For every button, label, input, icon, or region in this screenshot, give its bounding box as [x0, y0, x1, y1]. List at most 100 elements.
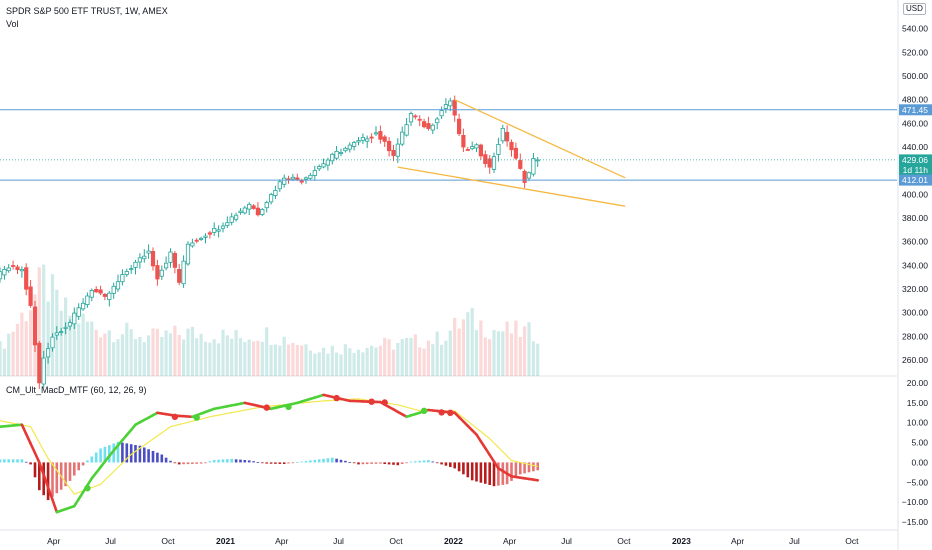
- candle-body: [229, 216, 234, 223]
- histogram-bar: [400, 462, 404, 464]
- trendline-wedge[interactable]: [397, 99, 626, 207]
- histogram-bar: [387, 462, 391, 465]
- macd-line-segment: [86, 476, 94, 487]
- candle-body: [303, 177, 309, 180]
- histogram-bar: [173, 462, 177, 464]
- volume-bar: [72, 311, 76, 376]
- candle-body: [133, 261, 138, 268]
- volume-bar: [496, 331, 500, 376]
- time-tick-label: 2023: [672, 536, 691, 546]
- candle-body: [378, 131, 383, 140]
- histogram-bar: [309, 460, 312, 463]
- volume-bar: [15, 323, 20, 376]
- volume-bar: [304, 344, 308, 376]
- volume-bar: [230, 338, 234, 376]
- macd-line-segment: [73, 497, 80, 508]
- histogram-bar: [252, 461, 255, 463]
- volume-bar: [120, 334, 124, 376]
- price-axis-label-box: [899, 104, 932, 116]
- histogram-bar: [55, 462, 59, 494]
- histogram-bar: [497, 462, 500, 486]
- macd-line-segment: [479, 440, 487, 450]
- histogram-bar: [11, 459, 15, 463]
- time-tick-label: Oct: [845, 536, 859, 546]
- histogram-bar: [121, 442, 124, 463]
- macd-line-segment: [33, 451, 41, 464]
- macd-line-segment: [488, 453, 496, 463]
- histogram-bar: [256, 462, 260, 463]
- volume-bar: [107, 330, 111, 376]
- histogram-bar: [147, 449, 150, 463]
- horizontal-levels[interactable]: [0, 109, 897, 181]
- histogram-bar: [160, 454, 164, 463]
- candle-body: [448, 100, 453, 107]
- candle-body: [509, 141, 514, 151]
- volume-bar: [177, 335, 181, 376]
- candle-body: [522, 170, 527, 183]
- histogram-bar: [475, 462, 478, 482]
- histogram-bar: [466, 462, 470, 478]
- time-tick-label: Apr: [731, 536, 744, 546]
- axes[interactable]: 540.00520.00500.00480.00460.00440.00420.…: [47, 0, 932, 550]
- candle-body: [439, 110, 444, 117]
- volume-bar: [46, 301, 50, 376]
- candle-body: [120, 274, 125, 283]
- histogram-bar: [156, 452, 159, 463]
- macd-cross-markers: [84, 394, 454, 492]
- histogram-bar: [265, 462, 268, 464]
- candle-body: [242, 207, 247, 214]
- histogram-bar: [46, 462, 50, 501]
- volume-bar: [217, 343, 221, 376]
- histogram-bar: [64, 462, 67, 487]
- volume-bar: [94, 329, 98, 376]
- histogram-bar: [33, 462, 37, 478]
- candle-body: [124, 271, 129, 275]
- currency-badge[interactable]: USD: [903, 3, 926, 15]
- candle-body: [273, 189, 278, 196]
- price-tick-label: 400.00: [902, 189, 928, 199]
- volume-bar: [68, 315, 72, 376]
- indicator-label[interactable]: CM_Ult_MacD_MTF (60, 12, 26, 9): [6, 385, 147, 395]
- candle-body: [32, 306, 38, 346]
- candle-body: [474, 144, 479, 149]
- histogram-bar: [186, 462, 190, 465]
- histogram-bar: [523, 462, 526, 474]
- volume-bar: [77, 323, 81, 376]
- price-candles[interactable]: [0, 95, 540, 389]
- candle-body: [334, 150, 339, 159]
- price-tick-label: 500.00: [902, 71, 928, 81]
- histogram-bar: [195, 462, 198, 464]
- candle-body: [203, 235, 208, 238]
- volume-bar: [50, 274, 55, 376]
- candle-body: [321, 163, 326, 168]
- histogram-bar: [396, 462, 400, 466]
- volume-bar: [37, 267, 41, 376]
- candle-body: [465, 148, 470, 151]
- histogram-bar: [392, 462, 395, 465]
- volume-bar: [509, 333, 514, 376]
- histogram-bar: [370, 462, 373, 464]
- symbol-title[interactable]: SPDR S&P 500 ETF TRUST, 1W, AMEX: [6, 6, 168, 16]
- candle-body: [426, 123, 431, 129]
- candle-body: [247, 203, 252, 210]
- price-axis-label-text: 471.45: [902, 105, 928, 115]
- time-tick-label: 2021: [216, 536, 235, 546]
- volume-bars: [0, 264, 540, 376]
- histogram-bar: [20, 459, 24, 463]
- histogram-bar: [335, 458, 338, 463]
- candle-body: [185, 243, 191, 265]
- histogram-bar: [125, 443, 129, 463]
- time-tick-label: Apr: [275, 536, 288, 546]
- volume-bar: [243, 342, 247, 376]
- histogram-bar: [73, 462, 76, 476]
- volume-label[interactable]: Vol: [6, 19, 19, 29]
- histogram-bar: [112, 443, 115, 463]
- volume-bar: [422, 348, 426, 376]
- volume-bar: [238, 338, 243, 376]
- volume-bar: [291, 342, 295, 376]
- volume-bar: [483, 337, 487, 376]
- histogram-bar: [422, 460, 426, 463]
- volume-bar: [453, 317, 457, 376]
- volume-bar: [536, 343, 540, 376]
